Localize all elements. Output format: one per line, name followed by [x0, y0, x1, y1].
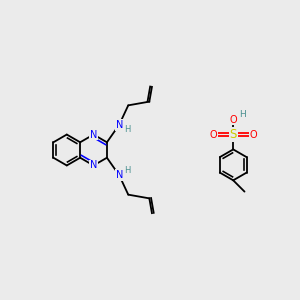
Text: H: H [124, 166, 131, 175]
Text: N: N [116, 170, 123, 180]
Text: N: N [116, 120, 123, 130]
Text: S: S [230, 128, 237, 141]
Text: H: H [124, 125, 131, 134]
Text: H: H [239, 110, 246, 119]
Text: O: O [249, 130, 257, 140]
Text: N: N [90, 130, 97, 140]
Text: O: O [209, 130, 217, 140]
Text: N: N [90, 160, 97, 170]
Text: O: O [230, 115, 237, 125]
